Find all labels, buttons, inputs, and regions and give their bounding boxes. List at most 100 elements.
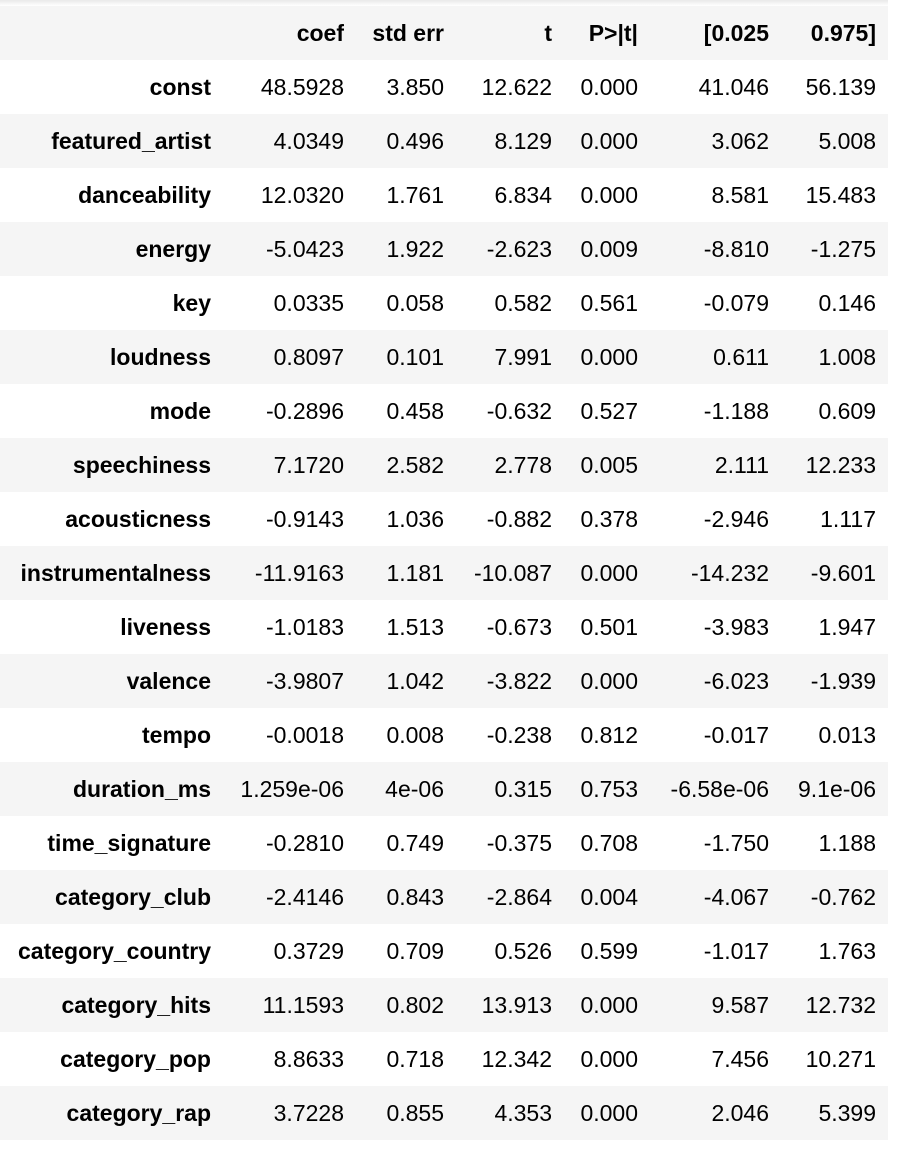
coef-cell: 8.8633: [273, 1045, 344, 1072]
ci-lower-cell: 8.581: [711, 181, 769, 208]
std-err-cell: 0.749: [386, 829, 444, 856]
p-value-cell: 0.000: [580, 991, 638, 1018]
std-err-cell: 0.718: [386, 1045, 444, 1072]
table-row: category_pop 8.8633 0.718 12.342 0.000 7.456 1…: [0, 1032, 888, 1086]
t-cell: -3.822: [486, 667, 552, 694]
t-cell: -0.238: [486, 721, 552, 748]
table-row: acousticness -0.9143 1.036 -0.882 0.378 -2.94…: [0, 492, 888, 546]
table-header: coef std err t P>|t| [0.025 0.975]: [0, 6, 888, 60]
row-label: category_rap: [66, 1099, 211, 1126]
t-cell: -0.882: [486, 505, 552, 532]
p-value-cell: 0.378: [580, 505, 638, 532]
t-cell: 0.315: [494, 775, 552, 802]
table-row: featured_artist 4.0349 0.496 8.129 0.000 3.06…: [0, 114, 888, 168]
std-err-cell: 0.458: [386, 397, 444, 424]
p-value-cell: 0.000: [580, 1045, 638, 1072]
output-top-shadow: [0, 0, 888, 6]
ci-lower-cell: 0.611: [713, 343, 769, 370]
coef-cell: 0.0335: [273, 289, 344, 316]
p-value-cell: 0.000: [580, 127, 638, 154]
row-label: danceability: [78, 181, 211, 208]
std-err-cell: 1.513: [386, 613, 444, 640]
ci-upper-cell: 5.008: [818, 127, 876, 154]
coef-cell: -0.0018: [265, 721, 344, 748]
table-row: loudness 0.8097 0.101 7.991 0.000 0.611 1.008: [0, 330, 888, 384]
column-header-coef: coef: [296, 19, 344, 46]
std-err-cell: 1.181: [386, 559, 444, 586]
ci-lower-cell: -6.023: [703, 667, 769, 694]
p-value-cell: 0.000: [580, 343, 638, 370]
ci-lower-cell: -14.232: [690, 559, 769, 586]
table-row: danceability 12.0320 1.761 6.834 0.000 8.581 1…: [0, 168, 888, 222]
std-err-cell: 2.582: [386, 451, 444, 478]
row-label: const: [149, 73, 211, 100]
row-label: category_pop: [60, 1045, 211, 1072]
ci-lower-cell: -3.983: [703, 613, 769, 640]
ci-upper-cell: 12.732: [805, 991, 876, 1018]
ci-lower-cell: 3.062: [711, 127, 769, 154]
row-label: duration_ms: [72, 775, 211, 802]
p-value-cell: 0.708: [580, 829, 638, 856]
coef-cell: -2.4146: [265, 883, 344, 910]
table-row: liveness -1.0183 1.513 -0.673 0.501 -3.983 1.9…: [0, 600, 888, 654]
std-err-cell: 0.496: [386, 127, 444, 154]
t-cell: 8.129: [494, 127, 552, 154]
coef-cell: 3.7228: [273, 1099, 344, 1126]
t-cell: -0.673: [486, 613, 552, 640]
ci-upper-cell: -9.601: [810, 559, 876, 586]
ci-lower-cell: 2.111: [714, 451, 769, 478]
table-row: mode -0.2896 0.458 -0.632 0.527 -1.188 0.609: [0, 384, 888, 438]
std-err-cell: 0.802: [386, 991, 444, 1018]
p-value-cell: 0.561: [580, 289, 638, 316]
ci-lower-cell: -1.188: [703, 397, 769, 424]
t-cell: 7.991: [494, 343, 552, 370]
table-row: instrumentalness -11.9163 1.181 -10.087 0.00…: [0, 546, 888, 600]
ci-lower-cell: -0.079: [703, 289, 769, 316]
table-row: key 0.0335 0.058 0.582 0.561 -0.079 0.146: [0, 276, 888, 330]
coef-cell: -5.0423: [265, 235, 344, 262]
row-label: tempo: [142, 721, 211, 748]
t-cell: -0.632: [486, 397, 552, 424]
table-row: const 48.5928 3.850 12.622 0.000 41.046 56.139: [0, 60, 888, 114]
p-value-cell: 0.599: [580, 937, 638, 964]
std-err-cell: 0.008: [386, 721, 444, 748]
coef-cell: -3.9807: [265, 667, 344, 694]
p-value-cell: 0.527: [580, 397, 638, 424]
p-value-cell: 0.000: [580, 73, 638, 100]
t-cell: 2.778: [494, 451, 552, 478]
ci-upper-cell: 15.483: [805, 181, 876, 208]
t-cell: -10.087: [473, 559, 552, 586]
ci-upper-cell: 0.609: [818, 397, 876, 424]
row-label: category_country: [17, 937, 211, 964]
row-label: acousticness: [65, 505, 211, 532]
ci-upper-cell: 9.1e-06: [797, 775, 876, 802]
ci-upper-cell: 12.233: [805, 451, 876, 478]
p-value-cell: 0.009: [580, 235, 638, 262]
ci-upper-cell: 5.399: [818, 1099, 876, 1126]
ci-lower-cell: -1.017: [703, 937, 769, 964]
coef-cell: 11.1593: [262, 991, 344, 1018]
coef-cell: 7.1720: [273, 451, 344, 478]
row-label: time_signature: [47, 829, 211, 856]
ci-upper-cell: 1.008: [818, 343, 876, 370]
t-cell: -2.864: [486, 883, 552, 910]
t-cell: 6.834: [494, 181, 552, 208]
table-row: energy -5.0423 1.922 -2.623 0.009 -8.810 -1.27…: [0, 222, 888, 276]
coef-cell: 0.8097: [273, 343, 344, 370]
coef-cell: -0.2810: [265, 829, 344, 856]
row-label: energy: [135, 235, 211, 262]
coef-cell: -0.2896: [265, 397, 344, 424]
ci-lower-cell: 7.456: [711, 1045, 769, 1072]
column-header-std-err: std err: [372, 19, 444, 46]
ci-lower-cell: 2.046: [711, 1099, 769, 1126]
column-header-ci-lower: [0.025: [703, 19, 769, 46]
p-value-cell: 0.753: [580, 775, 638, 802]
ci-lower-cell: -1.750: [703, 829, 769, 856]
ci-lower-cell: -6.58e-06: [670, 775, 769, 802]
row-label: category_hits: [61, 991, 211, 1018]
ci-upper-cell: -1.275: [810, 235, 876, 262]
ci-upper-cell: 0.146: [818, 289, 876, 316]
ci-lower-cell: 9.587: [711, 991, 769, 1018]
coef-cell: 4.0349: [273, 127, 344, 154]
ci-lower-cell: -8.810: [703, 235, 769, 262]
